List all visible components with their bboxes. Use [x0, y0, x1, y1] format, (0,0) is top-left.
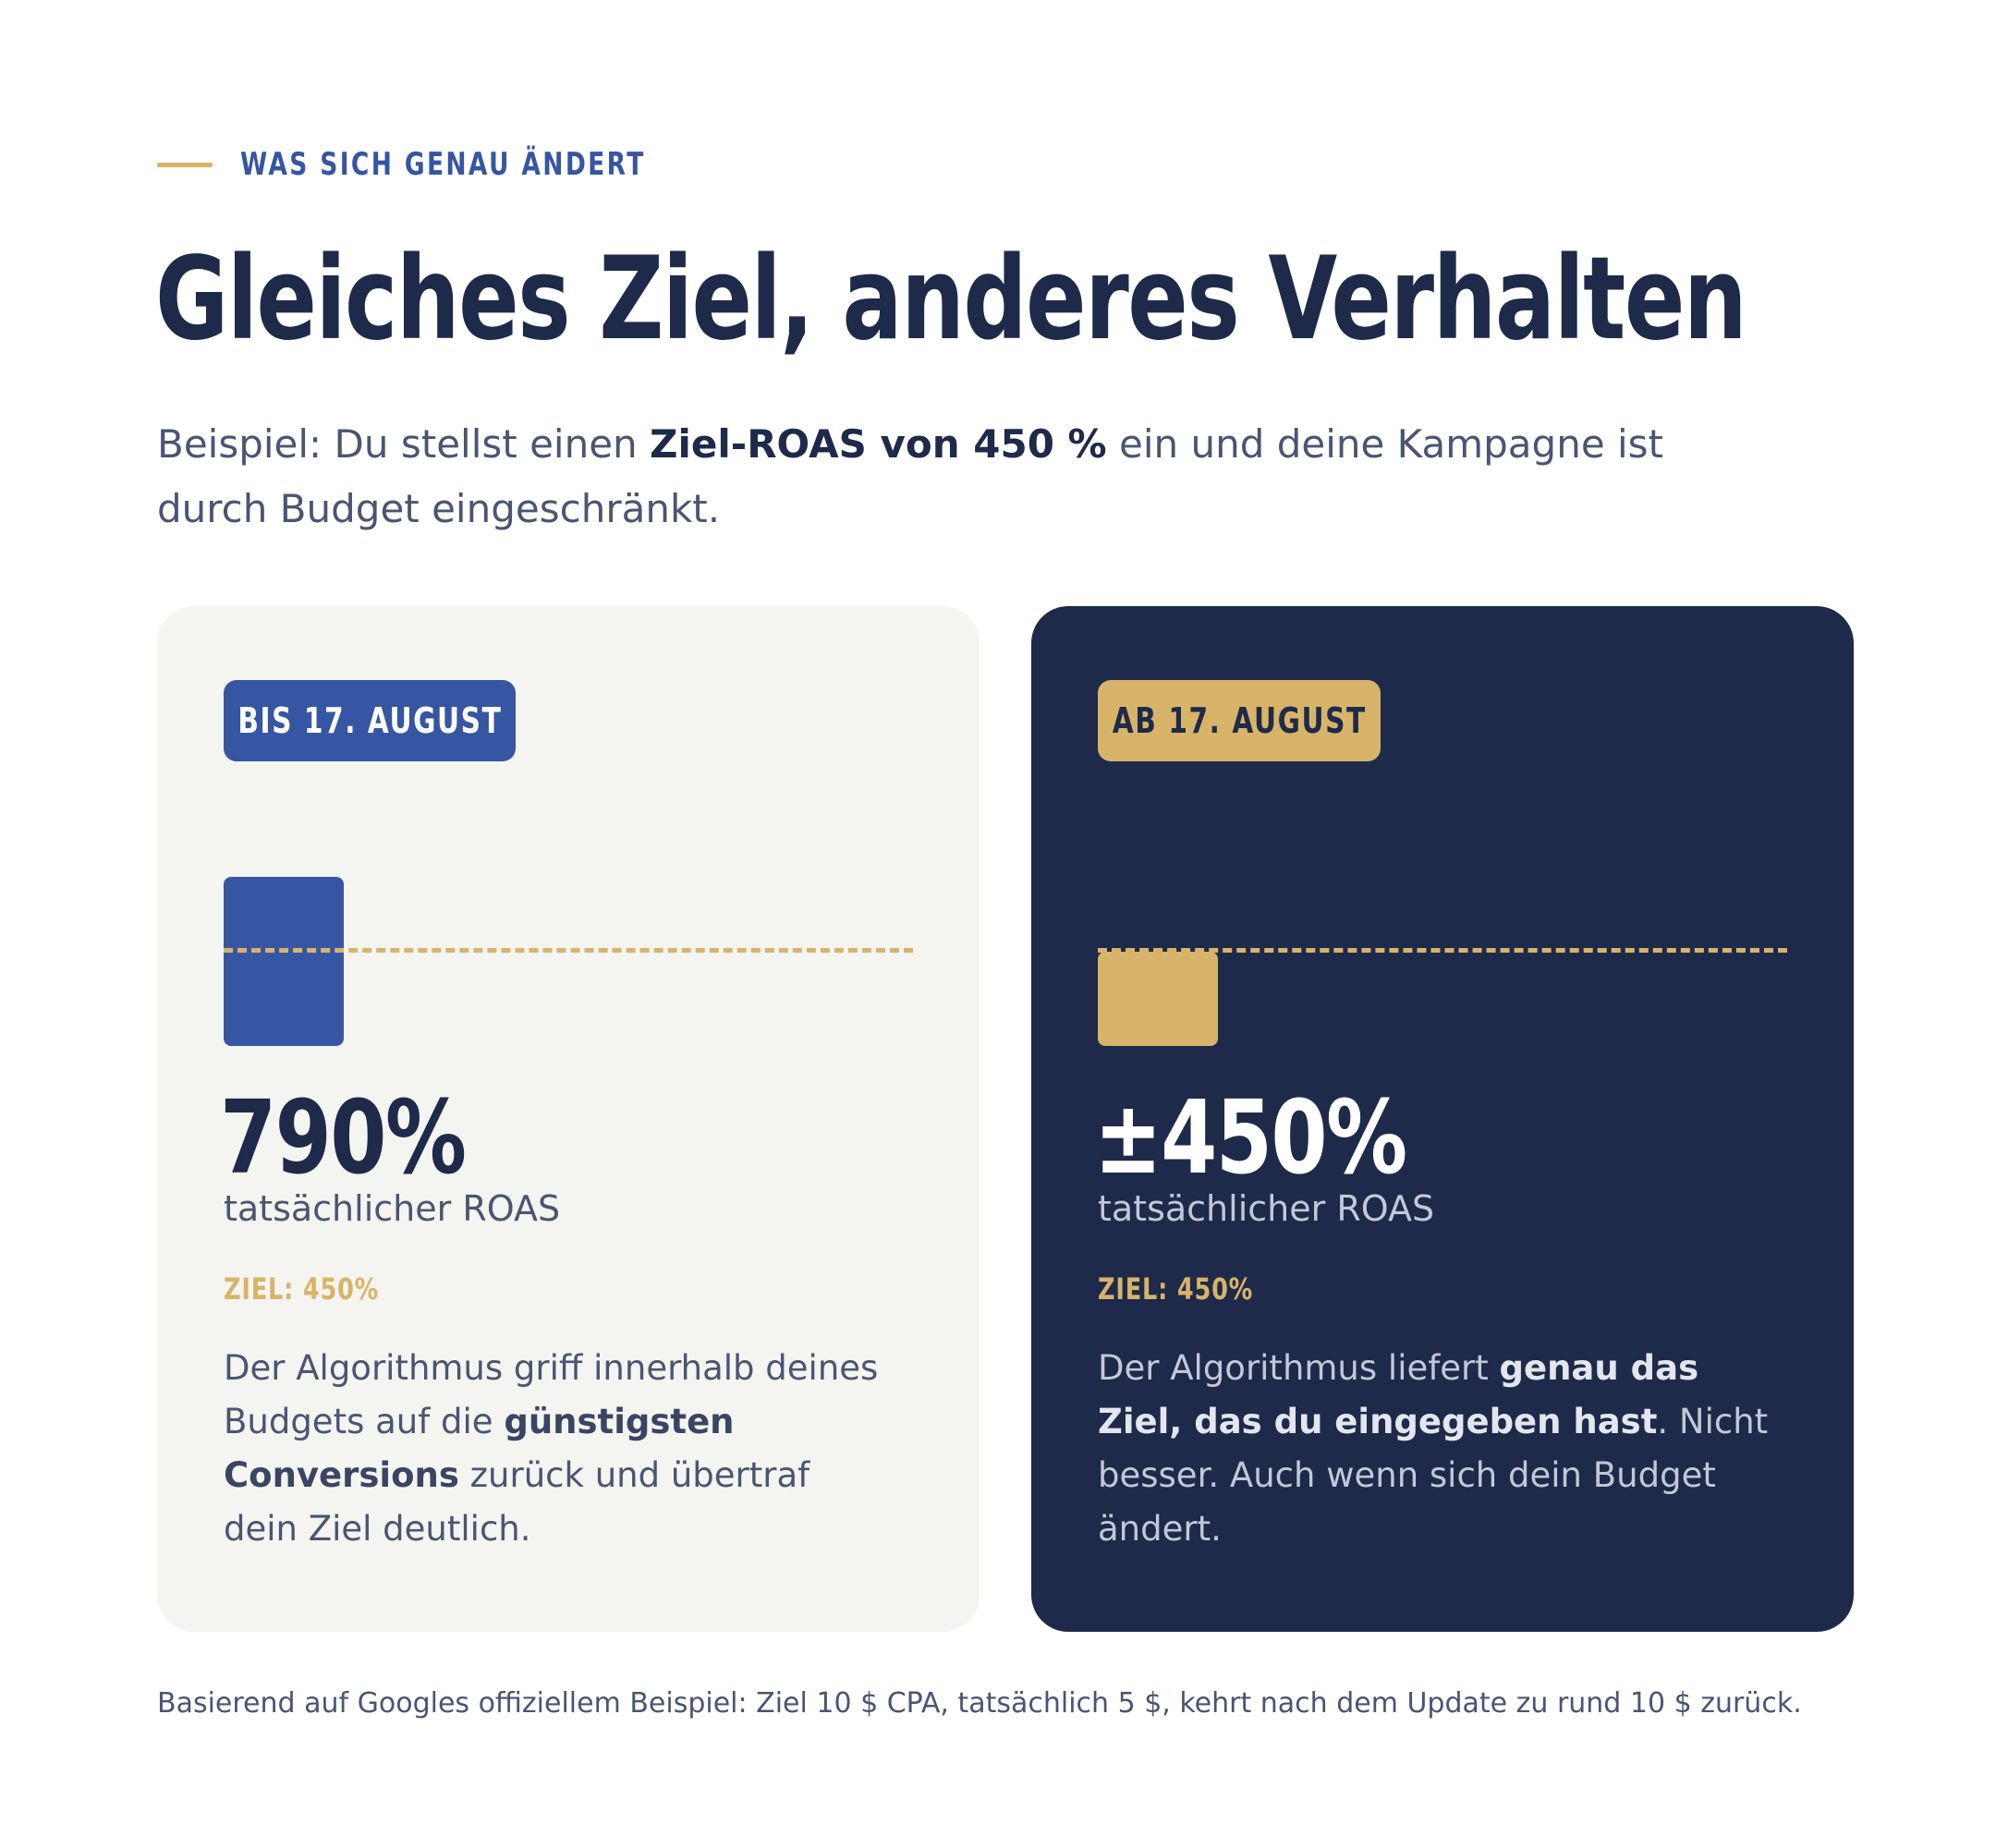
lead-paragraph: Beispiel: Du stellst einen Ziel-ROAS von… [157, 412, 1765, 541]
card-after: AB 17. AUGUST ±450% tatsächlicher ROAS Z… [1031, 606, 1854, 1632]
card-before: BIS 17. AUGUST 790% tatsächlicher ROAS Z… [157, 606, 980, 1632]
lead-text-before: Beispiel: Du stellst einen [157, 421, 651, 467]
roas-bar-after [1098, 952, 1218, 1046]
roas-value-before: 790% [220, 1078, 467, 1197]
desc-bold: günstigsten Conversions [224, 1402, 735, 1495]
card-description: Der Algorithmus liefert genau das Ziel, … [1098, 1342, 1782, 1556]
target-label: ZIEL: 450% [224, 1271, 380, 1307]
target-dashed-line [1098, 948, 1787, 953]
badge-label: AB 17. AUGUST [1112, 700, 1367, 741]
card-description: Der Algorithmus griff innerhalb deines B… [224, 1342, 889, 1556]
footnote: Basierend auf Googles offiziellem Beispi… [157, 1687, 1802, 1720]
target-label: ZIEL: 450% [1098, 1271, 1254, 1307]
desc-text: Der Algorithmus liefert [1098, 1348, 1500, 1388]
date-badge-before: BIS 17. AUGUST [224, 680, 516, 761]
desc-bold: genau das Ziel, das du eingegeben hast [1098, 1348, 1699, 1441]
lead-text-bold: Ziel-ROAS von 450 % [650, 421, 1107, 467]
section-eyebrow: WAS SICH GENAU ÄNDERT [157, 146, 760, 183]
eyebrow-text: WAS SICH GENAU ÄNDERT [240, 146, 646, 183]
eyebrow-accent-line [157, 162, 213, 167]
page-title: Gleiches Ziel, anderes Verhalten [155, 233, 1747, 366]
roas-bar-before [224, 877, 344, 1046]
roas-caption: tatsächlicher ROAS [1098, 1188, 1435, 1229]
desc-text: zurück und übertraf dein Ziel deutlich. [224, 1455, 810, 1549]
date-badge-after: AB 17. AUGUST [1098, 680, 1381, 761]
roas-value-after: ±450% [1094, 1078, 1407, 1197]
desc-text: Der Algorithmus griff innerhalb deines B… [224, 1348, 879, 1441]
badge-label: BIS 17. AUGUST [237, 700, 503, 741]
desc-text: . Nicht besser. Auch wenn sich dein Budg… [1098, 1402, 1769, 1549]
target-dashed-line [224, 948, 913, 953]
lead-text-after: ein und deine Kampagne ist durch Budget … [157, 421, 1664, 531]
roas-caption: tatsächlicher ROAS [224, 1188, 561, 1229]
